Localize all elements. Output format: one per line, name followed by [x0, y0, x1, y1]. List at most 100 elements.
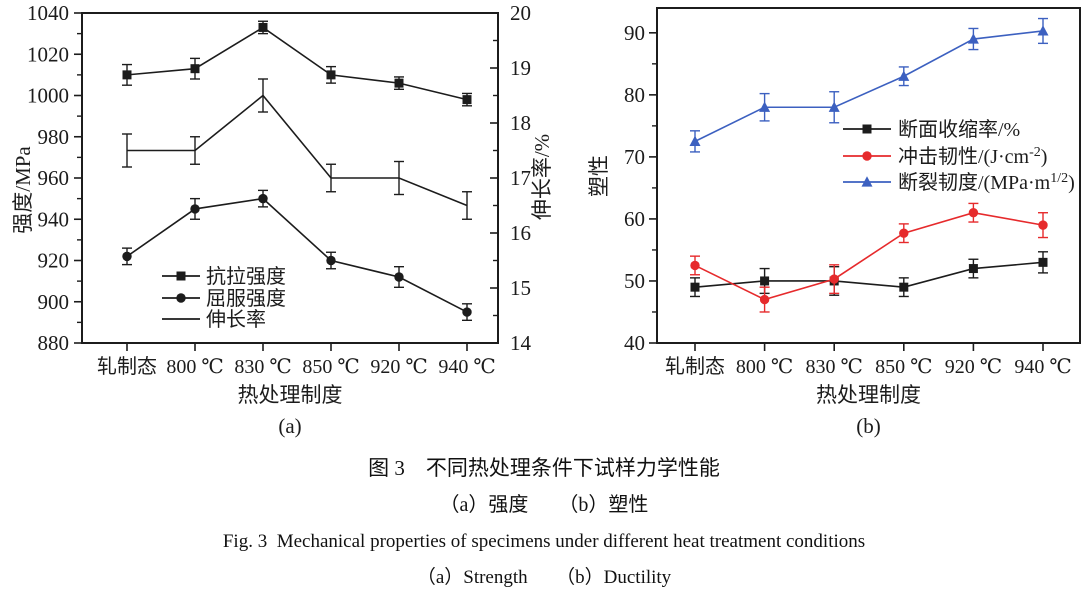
y-tick-label: 960	[38, 166, 70, 190]
series-2	[122, 78, 472, 220]
data-point	[861, 176, 873, 187]
y2-tick-label: 19	[510, 56, 531, 80]
x-axis-title: 热处理制度	[816, 383, 921, 407]
y-tick-label: 880	[38, 331, 70, 355]
axes: 880 900 920 940 960 980 1000 1020 1040 14 15 16 17 18…	[11, 1, 554, 438]
data-point	[967, 33, 979, 44]
y2-tick-label: 14	[510, 331, 532, 355]
data-point	[690, 282, 700, 292]
legend-label: 伸长率	[206, 308, 266, 331]
y2-tick-label: 18	[510, 111, 531, 135]
caption-title-en: Fig. 3 Mechanical properties of specimen…	[222, 531, 866, 552]
caption-title-cn: 图 3 不同热处理条件下试样力学性能	[368, 456, 720, 480]
data-point	[122, 251, 132, 262]
x-tick-label: 830 ℃	[234, 356, 291, 378]
y-tick-label: 980	[38, 125, 70, 149]
data-point	[1038, 257, 1048, 267]
y-tick-label: 940	[38, 207, 70, 231]
y-tick-label: 70	[624, 145, 645, 169]
x-tick-label: 920 ℃	[370, 356, 427, 378]
chart-b-ductility: 40 50 60 70 80 90 轧制态 800 ℃ 830 ℃ 850 ℃ 920 ℃ 940 ℃…	[587, 7, 1081, 438]
data-point	[394, 78, 404, 88]
y-tick-label: 1040	[27, 1, 69, 25]
x-tick-label: 920 ℃	[945, 356, 1002, 378]
x-axis-title: 热处理制度	[238, 383, 343, 407]
figure-caption: 图 3 不同热处理条件下试样力学性能 （a）强度 （b）塑性 Fig. 3 Me…	[0, 456, 1088, 590]
data-point	[1037, 25, 1049, 36]
data-point	[394, 272, 404, 282]
x-tick-label: 轧制态	[97, 355, 157, 378]
data-point	[258, 22, 268, 32]
y2-axis-title: 伸长率/%	[530, 134, 554, 220]
y-axis-title: 强度/MPa	[11, 146, 35, 234]
data-point	[689, 135, 701, 146]
series-0	[122, 20, 472, 107]
series-2	[689, 17, 1049, 153]
x-tick-label: 830 ℃	[806, 356, 863, 378]
data-point	[462, 307, 472, 317]
caption-sub-cn: （a）强度 （b）塑性	[439, 494, 649, 516]
data-point	[176, 271, 186, 281]
data-point	[190, 64, 200, 74]
y2-tick-label: 16	[510, 221, 531, 245]
y-tick-label: 1000	[27, 84, 69, 108]
axes: 40 50 60 70 80 90 轧制态 800 ℃ 830 ℃ 850 ℃ 920 ℃ 940 ℃…	[587, 21, 1072, 438]
y2-tick-label: 17	[510, 166, 531, 190]
data-point	[759, 101, 771, 112]
chart-a-strength: 880 900 920 940 960 980 1000 1020 1040 14 15 16 17 18…	[11, 1, 554, 438]
data-point	[326, 255, 336, 266]
x-tick-label: 940 ℃	[438, 356, 495, 378]
panel-label: (a)	[278, 414, 301, 438]
y-tick-label: 1020	[27, 42, 69, 66]
y-tick-label: 920	[38, 249, 70, 273]
data-point	[862, 124, 872, 134]
legend-label: 屈服强度	[206, 287, 286, 310]
legend: 断面收缩率/% 冲击韧性/(J·cm-2) 断裂韧度/(MPa·m1/2)	[843, 118, 1075, 194]
data-point	[760, 276, 770, 286]
y-tick-label: 60	[624, 207, 645, 231]
y-tick-label: 80	[624, 83, 645, 107]
y-axis-title: 塑性	[587, 155, 611, 197]
data-point	[258, 193, 268, 204]
data-point	[690, 260, 700, 271]
x-tick-label: 800 ℃	[166, 356, 223, 378]
data-point	[829, 274, 839, 284]
x-tick-label: 800 ℃	[736, 356, 793, 378]
data-point	[862, 151, 872, 161]
y-tick-label: 90	[624, 21, 645, 45]
y-tick-label: 900	[38, 290, 70, 314]
y2-tick-label: 15	[510, 276, 531, 300]
data-point	[326, 70, 336, 80]
data-point	[968, 208, 979, 218]
data-point	[828, 101, 840, 112]
y-tick-label: 40	[624, 331, 645, 355]
series-1	[122, 189, 472, 322]
data-point	[1038, 220, 1048, 230]
panel-label: (b)	[856, 414, 881, 438]
data-point	[759, 294, 770, 305]
data-point	[462, 95, 472, 105]
x-tick-label: 850 ℃	[875, 356, 932, 378]
caption-sub-en: （a）Strength （b）Ductility	[416, 567, 672, 588]
data-point	[898, 70, 910, 81]
x-tick-label: 940 ℃	[1014, 356, 1071, 378]
legend-label: 断裂韧度/(MPa·m1/2)	[898, 171, 1075, 194]
data-point	[176, 293, 186, 303]
data-point	[122, 70, 132, 80]
data-point	[968, 264, 978, 274]
data-point	[190, 204, 200, 214]
legend-label: 断面收缩率/%	[898, 118, 1020, 141]
legend-label: 冲击韧性/(J·cm-2)	[898, 145, 1047, 168]
data-point	[899, 282, 909, 292]
data-point	[899, 228, 909, 238]
plot-frame	[656, 7, 1081, 344]
x-tick-label: 850 ℃	[302, 356, 359, 378]
series-1	[690, 202, 1048, 313]
y-tick-label: 50	[624, 269, 645, 293]
x-tick-label: 轧制态	[665, 355, 725, 378]
y2-tick-label: 20	[510, 1, 531, 25]
legend-label: 抗拉强度	[206, 265, 286, 288]
plot-frame	[81, 12, 499, 344]
